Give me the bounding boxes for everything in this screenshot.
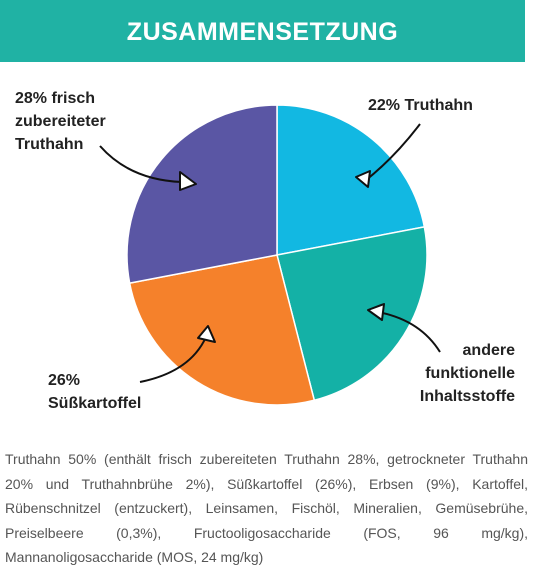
pie-chart: 22% Truthahn andere funktionelle Inhaltssto…: [15, 90, 516, 412]
arrow: [377, 311, 441, 353]
arrow-head: [179, 171, 197, 191]
slice-label: Süßkartoffel: [48, 395, 141, 412]
arrow: [139, 336, 207, 383]
arrow-head: [355, 170, 371, 188]
pie-slice: [128, 254, 316, 406]
arrow-head: [367, 303, 385, 321]
arrow-head: [197, 325, 216, 343]
description: Truthahn 50% (enthält frisch zubereitete…: [5, 451, 528, 565]
slice-label: Truthahn: [15, 136, 83, 153]
slice-label: Inhaltsstoffe: [420, 388, 515, 405]
slice-label: andere: [463, 342, 516, 359]
slice-label: 26%: [48, 372, 80, 389]
slice-label: zubereiteter: [15, 113, 106, 130]
pie-slice: [126, 104, 278, 284]
arrow: [99, 145, 183, 183]
slice-label: funktionelle: [425, 365, 515, 382]
arrow-heads: [179, 170, 385, 343]
slice-label: 28% frisch: [15, 90, 95, 107]
pie-slice: [276, 104, 426, 256]
arrows: [99, 123, 441, 383]
pie-slice: [276, 226, 428, 402]
slice-label: 22% Truthahn: [368, 97, 473, 114]
header-title: ZUSAMMENSETZUNG: [0, 0, 525, 62]
arrow: [364, 123, 421, 182]
